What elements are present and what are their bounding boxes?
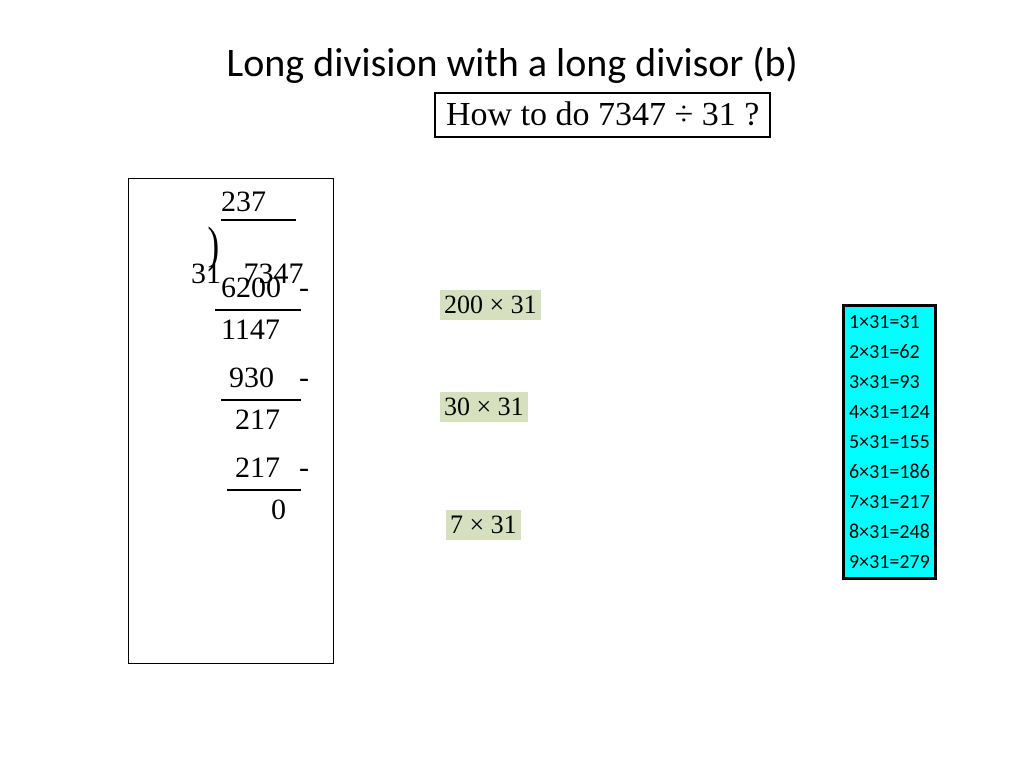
mult-row-4: 5×31=155 bbox=[849, 427, 930, 457]
step-label-2: 7 × 31 bbox=[446, 510, 521, 540]
minus-sign: - bbox=[299, 361, 309, 395]
step2-remainder: 217 bbox=[235, 403, 280, 437]
quotient: 237 bbox=[221, 185, 296, 221]
mult-row-1: 2×31=62 bbox=[849, 337, 930, 367]
mult-row-3: 4×31=124 bbox=[849, 397, 930, 427]
minus-sign: - bbox=[299, 271, 309, 305]
mult-row-5: 6×31=186 bbox=[849, 457, 930, 487]
minus-sign: - bbox=[299, 451, 309, 485]
step3-subtrahend: 217 bbox=[235, 451, 280, 485]
step1-subtrahend: 6200 bbox=[221, 271, 281, 305]
rule-line bbox=[215, 309, 301, 311]
step2-subtrahend: 930 bbox=[229, 361, 274, 395]
mult-row-8: 9×31=279 bbox=[849, 547, 930, 577]
step-label-0: 200 × 31 bbox=[440, 290, 541, 320]
mult-row-7: 8×31=248 bbox=[849, 517, 930, 547]
step-label-1: 30 × 31 bbox=[440, 392, 528, 422]
mult-row-6: 7×31=217 bbox=[849, 487, 930, 517]
step1-remainder: 1147 bbox=[221, 313, 280, 347]
division-bracket: ) bbox=[207, 215, 219, 273]
rule-line bbox=[221, 399, 301, 401]
mult-row-0: 1×31=31 bbox=[849, 307, 930, 337]
mult-row-2: 3×31=93 bbox=[849, 367, 930, 397]
rule-line bbox=[227, 489, 301, 491]
multiplication-table: 1×31=312×31=623×31=934×31=1245×31=1556×3… bbox=[842, 304, 937, 580]
long-division-work: 237 31 7347 ) 6200 - 1147 930 - 217 217 … bbox=[128, 178, 334, 664]
page-title: Long division with a long divisor (b) bbox=[0, 38, 1024, 87]
final-remainder: 0 bbox=[271, 493, 286, 527]
question-box: How to do 7347 ÷ 31 ? bbox=[434, 92, 771, 138]
